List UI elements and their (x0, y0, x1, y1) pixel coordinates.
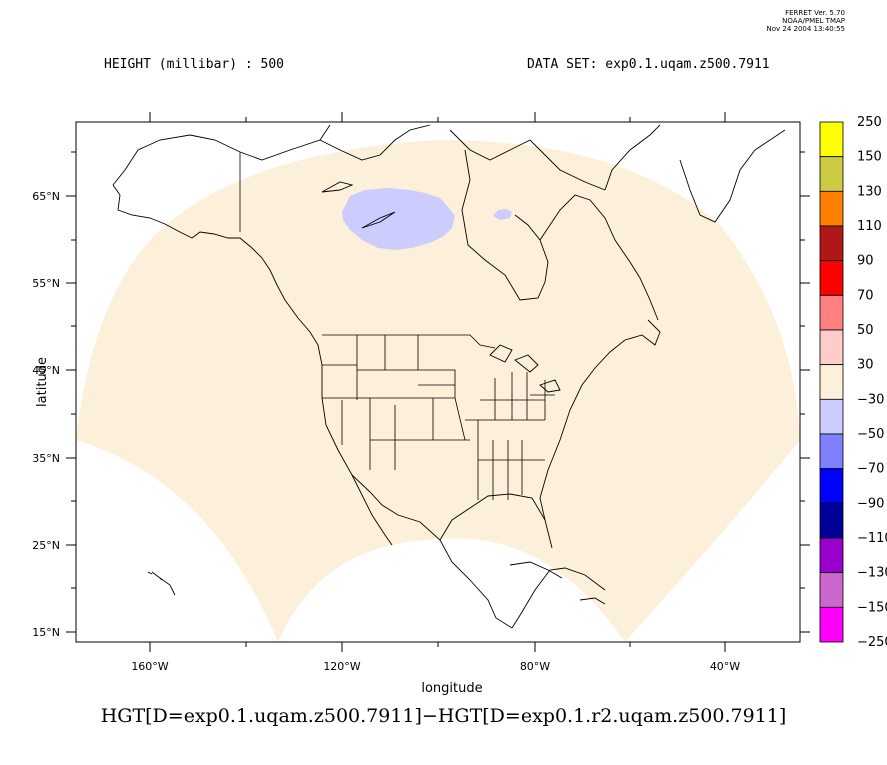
y-axis-label: latitude (35, 357, 50, 407)
colorbar-swatch (819, 260, 844, 296)
colorbar-label: 50 (857, 323, 874, 338)
colorbar-swatch (819, 156, 844, 192)
colorbar-swatch (819, 364, 844, 400)
colorbar-swatch (819, 537, 844, 574)
colorbar-label: 150 (857, 150, 882, 165)
colorbar-label: 130 (857, 184, 882, 199)
domain-region (76, 140, 800, 642)
y-tick-label: 65°N (32, 190, 60, 203)
colorbar-swatch (819, 468, 844, 504)
colorbar-swatch (819, 606, 844, 643)
colorbar-label: −70 (857, 462, 884, 477)
y-tick-label: 15°N (32, 626, 60, 639)
tick-marks (66, 112, 810, 652)
ferret-version: FERRET Ver. 5.70 (785, 9, 845, 17)
ferret-timestamp: Nov 24 2004 13:40:55 (766, 25, 846, 33)
colorbar-label: −30 (857, 392, 884, 407)
x-axis-label: longitude (421, 681, 482, 696)
colorbar-label: 70 (857, 288, 874, 303)
colorbar-swatch (819, 329, 844, 366)
y-tick-label: 55°N (32, 277, 60, 290)
ferret-org: NOAA/PMEL TMAP (782, 17, 845, 25)
header-variable: HEIGHT (millibar) : 500 (104, 57, 285, 72)
x-tick-label: 160°W (131, 660, 168, 673)
colorbar-swatch (819, 502, 844, 539)
colorbar-label: −130 (857, 566, 887, 581)
x-tick-label: 120°W (323, 660, 360, 673)
colorbar-swatch (819, 572, 844, 608)
footer-expression: HGT[D=exp0.1.uqam.z500.7911]−HGT[D=exp0.… (100, 705, 787, 727)
colorbar-swatch (819, 225, 844, 262)
colorbar-label: −90 (857, 496, 884, 511)
colorbar-swatch (819, 398, 844, 435)
y-tick-label: 25°N (32, 539, 60, 552)
colorbar-label: −150 (857, 600, 887, 615)
colorbar-swatch (819, 294, 844, 331)
colorbar-swatch (819, 190, 844, 227)
colorbar-swatch (819, 121, 844, 158)
colorbar: 250 150 130 110 90 70 50 30 −30 −50 −70 −90 −110 −130… (819, 115, 887, 650)
x-tick-label: 80°W (520, 660, 550, 673)
anomaly-patch-west (342, 188, 455, 250)
colorbar-label: 250 (857, 115, 882, 130)
colorbar-label: −50 (857, 427, 884, 442)
boundaries (239, 152, 555, 500)
colorbar-swatch (819, 433, 844, 470)
y-tick-label: 35°N (32, 452, 60, 465)
colorbar-label: −110 (857, 531, 887, 546)
colorbar-label: 110 (857, 219, 882, 234)
colorbar-label: −250 (857, 635, 887, 650)
x-tick-label: 40°W (710, 660, 740, 673)
header-dataset: DATA SET: exp0.1.uqam.z500.7911 (527, 57, 770, 72)
ferret-stamp: FERRET Ver. 5.70 NOAA/PMEL TMAP Nov 24 2… (767, 9, 846, 33)
y-tick-label: 45°N (32, 364, 60, 377)
coastlines (112, 124, 786, 629)
colorbar-label: 90 (857, 254, 874, 269)
colorbar-label: 30 (857, 358, 874, 373)
anomaly-patch-east (493, 209, 512, 220)
